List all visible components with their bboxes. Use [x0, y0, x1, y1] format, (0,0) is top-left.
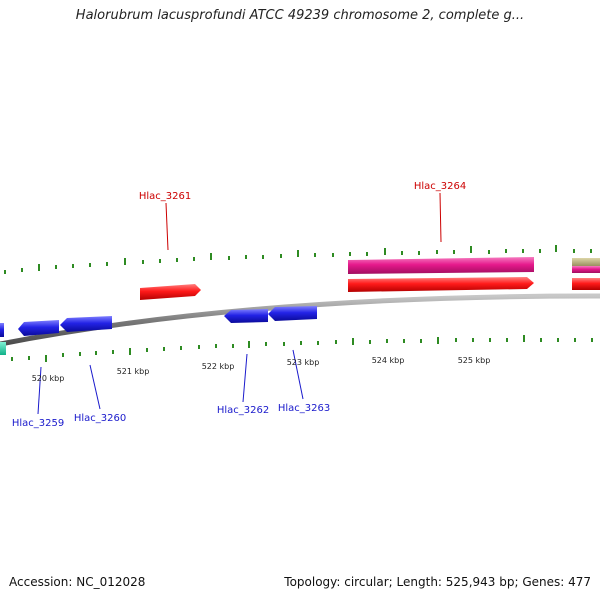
gene-label-hlac-3264[interactable]: Hlac_3264 — [414, 181, 466, 192]
kbp-label: 520 kbp — [32, 374, 65, 383]
gene-forward-right-edge[interactable] — [572, 278, 600, 290]
topology-text: Topology: circular; Length: 525,943 bp; … — [284, 575, 591, 589]
kbp-label: 525 kbp — [458, 356, 491, 365]
gene-forward-hlac-3264[interactable] — [348, 277, 534, 292]
gene-reverse-left-edge[interactable] — [0, 323, 4, 337]
gene-label-hlac-3263[interactable]: Hlac_3263 — [278, 403, 330, 414]
feature-forward-magenta[interactable] — [348, 257, 534, 274]
gene-reverse-hlac-3263[interactable] — [268, 306, 317, 321]
forward-tick-marks — [4, 245, 592, 274]
gene-forward-hlac-3261[interactable] — [140, 284, 201, 300]
kbp-label: 523 kbp — [287, 358, 320, 367]
gene-reverse-hlac-3260[interactable] — [60, 316, 112, 332]
kbp-label: 521 kbp — [117, 367, 150, 376]
gene-label-hlac-3260[interactable]: Hlac_3260 — [74, 413, 126, 424]
gene-label-hlac-3262[interactable]: Hlac_3262 — [217, 405, 269, 416]
gene-reverse-hlac-3262[interactable] — [224, 309, 268, 323]
gene-label-hlac-3259[interactable]: Hlac_3259 — [12, 418, 64, 429]
feature-forward-olive[interactable] — [572, 258, 600, 266]
feature-forward-magenta-right[interactable] — [572, 266, 600, 273]
kbp-label: 522 kbp — [202, 362, 235, 371]
gene-label-hlac-3261[interactable]: Hlac_3261 — [139, 191, 191, 202]
gene-label-leader-lines — [37, 192, 442, 415]
accession-text: Accession: NC_012028 — [9, 575, 146, 589]
map-title: Halorubrum lacusprofundi ATCC 49239 chro… — [75, 8, 525, 23]
gene-reverse-hlac-3259[interactable] — [18, 320, 59, 336]
feature-reverse-teal[interactable] — [0, 342, 6, 355]
reverse-tick-marks — [11, 335, 593, 362]
kbp-label: 524 kbp — [372, 356, 405, 365]
